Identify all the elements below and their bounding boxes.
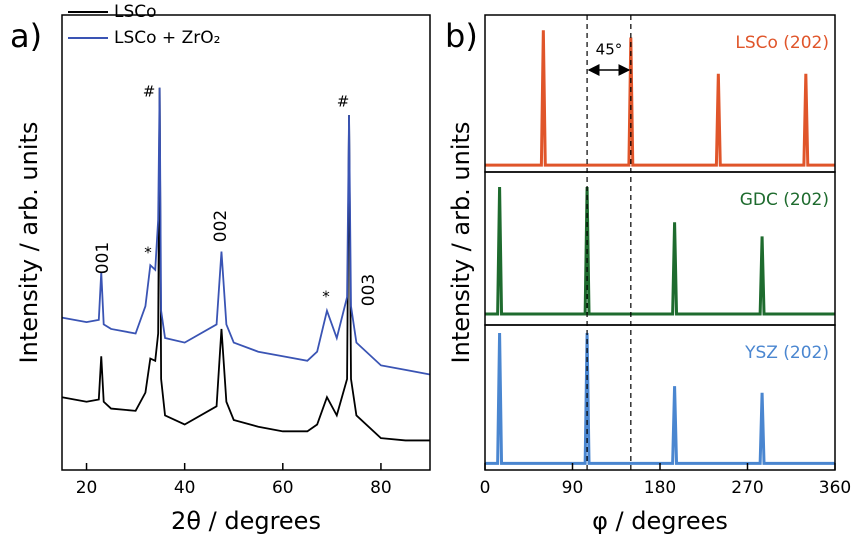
- peak-annotation: *: [322, 288, 330, 306]
- x-tick-label: 80: [370, 478, 392, 498]
- legend-label: LSCo: [114, 2, 157, 22]
- series-label: YSZ (202): [744, 343, 829, 363]
- y-axis-label: Intensity / arb. units: [15, 122, 43, 364]
- data-line: [61, 87, 430, 442]
- x-tick-label: 20: [76, 478, 98, 498]
- x-tick-label: 270: [731, 478, 763, 498]
- peak-annotation: 001: [93, 242, 113, 274]
- y-axis-label: Intensity / arb. units: [447, 122, 475, 364]
- x-tick-label: 60: [272, 478, 294, 498]
- series-label: GDC (202): [740, 190, 829, 210]
- x-tick-label: 90: [562, 478, 584, 498]
- series-label: LSCo (202): [735, 33, 829, 53]
- peak-annotation: 003: [359, 274, 379, 306]
- data-line: [485, 187, 835, 316]
- x-axis-label: φ / degrees: [592, 507, 728, 535]
- data-line: [485, 332, 835, 465]
- x-tick-label: 180: [644, 478, 676, 498]
- x-tick-label: 360: [819, 478, 851, 498]
- angle-label: 45°: [596, 41, 623, 59]
- legend-label: LSCo + ZrO₂: [114, 28, 220, 48]
- x-tick-label: 40: [174, 478, 196, 498]
- data-line: [485, 30, 835, 167]
- panel-label: a): [10, 17, 42, 55]
- data-line: [61, 87, 431, 376]
- x-axis-label: 2θ / degrees: [171, 507, 321, 535]
- peak-annotation: #: [337, 93, 350, 111]
- x-tick-label: 0: [480, 478, 491, 498]
- peak-annotation: 002: [211, 210, 231, 242]
- panel-label: b): [445, 17, 478, 55]
- peak-annotation: #: [143, 83, 156, 101]
- plot-frame: [61, 14, 431, 471]
- peak-annotation: *: [144, 244, 152, 262]
